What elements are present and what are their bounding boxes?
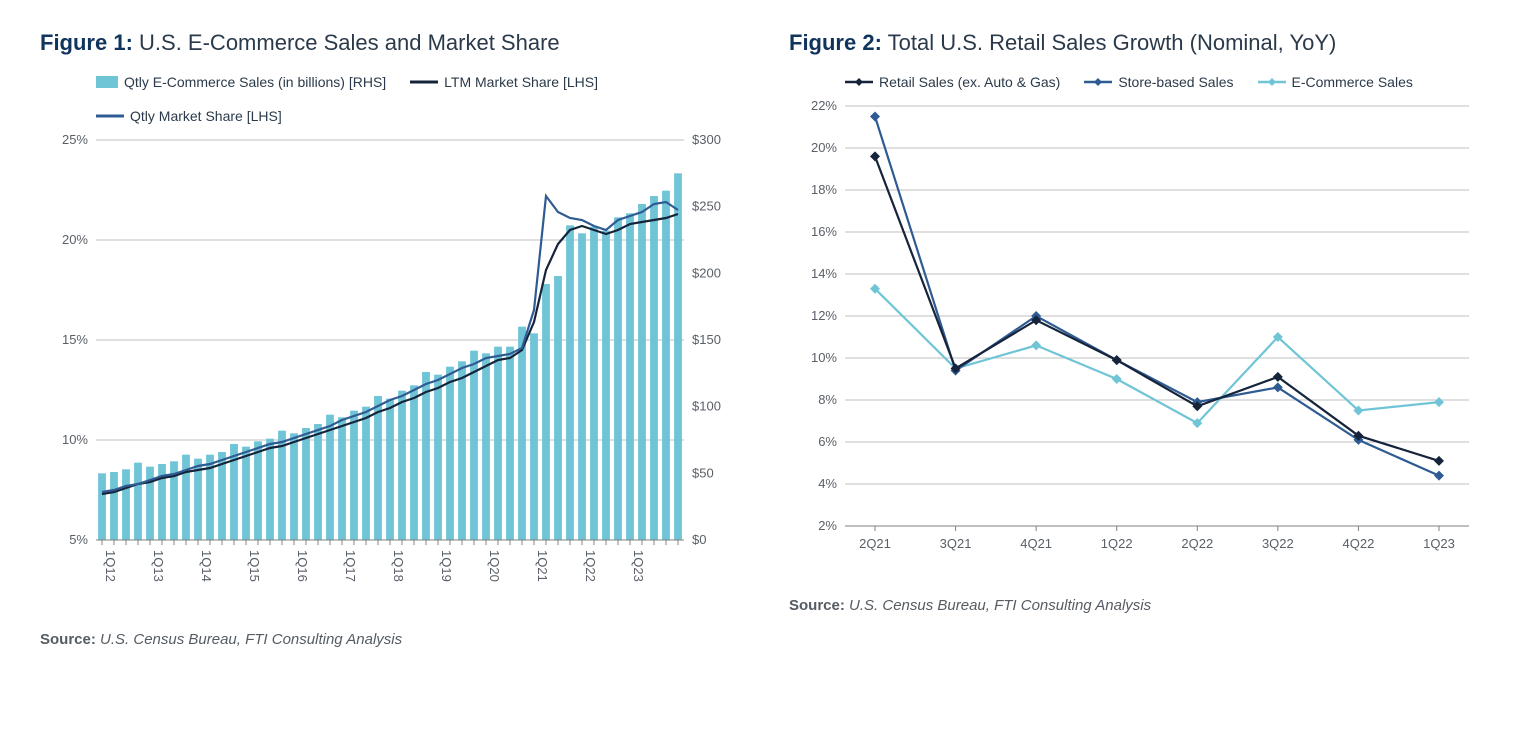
svg-text:1Q17: 1Q17 [343, 550, 358, 582]
svg-text:15%: 15% [62, 332, 88, 347]
swatch-line-ltm-icon [410, 76, 438, 88]
figure-2-panel: Figure 2: Total U.S. Retail Sales Growth… [789, 30, 1498, 648]
svg-text:1Q22: 1Q22 [583, 550, 598, 582]
svg-text:$100: $100 [692, 399, 721, 414]
svg-text:1Q16: 1Q16 [295, 550, 310, 582]
figure-1-title-text: U.S. E-Commerce Sales and Market Share [139, 30, 560, 55]
svg-text:4Q21: 4Q21 [1020, 536, 1052, 551]
source-label: Source: [789, 597, 845, 614]
svg-text:$0: $0 [692, 532, 706, 547]
source-body: U.S. Census Bureau, FTI Consulting Analy… [100, 631, 402, 648]
svg-text:1Q23: 1Q23 [631, 550, 646, 582]
svg-text:4%: 4% [818, 476, 837, 491]
legend-item-ecom: E-Commerce Sales [1258, 74, 1413, 90]
svg-text:$150: $150 [692, 332, 721, 347]
swatch-line-store-icon [1084, 76, 1112, 88]
svg-text:22%: 22% [811, 98, 837, 113]
svg-text:6%: 6% [818, 434, 837, 449]
svg-text:14%: 14% [811, 266, 837, 281]
legend-text-bars: Qtly E-Commerce Sales (in billions) [RHS… [124, 74, 386, 90]
figure-2-source: Source: U.S. Census Bureau, FTI Consulti… [789, 597, 1498, 614]
figure-1-source: Source: U.S. Census Bureau, FTI Consulti… [40, 631, 749, 648]
legend-text-ecom: E-Commerce Sales [1292, 74, 1413, 90]
figure-1-title: Figure 1: U.S. E-Commerce Sales and Mark… [40, 30, 749, 56]
svg-text:2%: 2% [818, 518, 837, 533]
figure-2-title: Figure 2: Total U.S. Retail Sales Growth… [789, 30, 1498, 56]
svg-text:1Q20: 1Q20 [487, 550, 502, 582]
figure-2-legend: Retail Sales (ex. Auto & Gas) Store-base… [845, 74, 1498, 90]
svg-text:25%: 25% [62, 132, 88, 147]
svg-text:3Q22: 3Q22 [1262, 536, 1294, 551]
legend-text-store: Store-based Sales [1118, 74, 1233, 90]
svg-text:$50: $50 [692, 465, 714, 480]
swatch-line-qtly-icon [96, 110, 124, 122]
svg-text:10%: 10% [811, 350, 837, 365]
svg-text:1Q23: 1Q23 [1423, 536, 1455, 551]
svg-text:1Q13: 1Q13 [151, 550, 166, 582]
svg-text:8%: 8% [818, 392, 837, 407]
svg-text:1Q21: 1Q21 [535, 550, 550, 582]
figure-2-label: Figure 2: [789, 30, 882, 55]
figure-2-svg: 2% 4% 6% 8% 10% 12% 14% 16% 18% 20% 22% 2Q21 3Q21 4Q2… [789, 96, 1489, 576]
svg-text:1Q22: 1Q22 [1101, 536, 1133, 551]
figure-1-chart: 5% 10% 15% 20% 25% $0 $50 $100 $150 $200 $250 $300 1… [40, 130, 749, 615]
figure-2-chart: 2% 4% 6% 8% 10% 12% 14% 16% 18% 20% 22% 2Q21 3Q21 4Q2… [789, 96, 1498, 581]
swatch-bar-icon [96, 76, 118, 88]
legend-item-store: Store-based Sales [1084, 74, 1233, 90]
svg-text:3Q21: 3Q21 [940, 536, 972, 551]
legend-item-retail: Retail Sales (ex. Auto & Gas) [845, 74, 1060, 90]
svg-text:2Q21: 2Q21 [859, 536, 891, 551]
svg-text:1Q15: 1Q15 [247, 550, 262, 582]
figure-1-panel: Figure 1: U.S. E-Commerce Sales and Mark… [40, 30, 749, 648]
figure-1-svg: 5% 10% 15% 20% 25% $0 $50 $100 $150 $200 $250 $300 1… [40, 130, 740, 610]
legend-item-ltm: LTM Market Share [LHS] [410, 74, 598, 90]
figure-1-legend: Qtly E-Commerce Sales (in billions) [RHS… [96, 74, 749, 124]
svg-text:$300: $300 [692, 132, 721, 147]
legend-item-bars: Qtly E-Commerce Sales (in billions) [RHS… [96, 74, 386, 90]
legend-item-qtly: Qtly Market Share [LHS] [96, 108, 282, 124]
svg-text:5%: 5% [69, 532, 88, 547]
svg-text:20%: 20% [62, 232, 88, 247]
svg-text:20%: 20% [811, 140, 837, 155]
source-label: Source: [40, 631, 96, 648]
svg-text:1Q19: 1Q19 [439, 550, 454, 582]
swatch-line-retail-icon [845, 76, 873, 88]
legend-text-retail: Retail Sales (ex. Auto & Gas) [879, 74, 1060, 90]
legend-text-ltm: LTM Market Share [LHS] [444, 74, 598, 90]
svg-text:10%: 10% [62, 432, 88, 447]
figure-2-title-text: Total U.S. Retail Sales Growth (Nominal,… [888, 30, 1337, 55]
svg-text:2Q22: 2Q22 [1181, 536, 1213, 551]
charts-row: Figure 1: U.S. E-Commerce Sales and Mark… [40, 30, 1498, 648]
figure-1-label: Figure 1: [40, 30, 133, 55]
svg-text:4Q22: 4Q22 [1343, 536, 1375, 551]
svg-text:$200: $200 [692, 265, 721, 280]
svg-text:16%: 16% [811, 224, 837, 239]
svg-text:1Q12: 1Q12 [103, 550, 118, 582]
svg-text:1Q18: 1Q18 [391, 550, 406, 582]
svg-text:18%: 18% [811, 182, 837, 197]
svg-text:$250: $250 [692, 199, 721, 214]
swatch-line-ecom-icon [1258, 76, 1286, 88]
legend-text-qtly: Qtly Market Share [LHS] [130, 108, 282, 124]
source-body: U.S. Census Bureau, FTI Consulting Analy… [849, 597, 1151, 614]
svg-text:1Q14: 1Q14 [199, 550, 214, 582]
svg-text:12%: 12% [811, 308, 837, 323]
